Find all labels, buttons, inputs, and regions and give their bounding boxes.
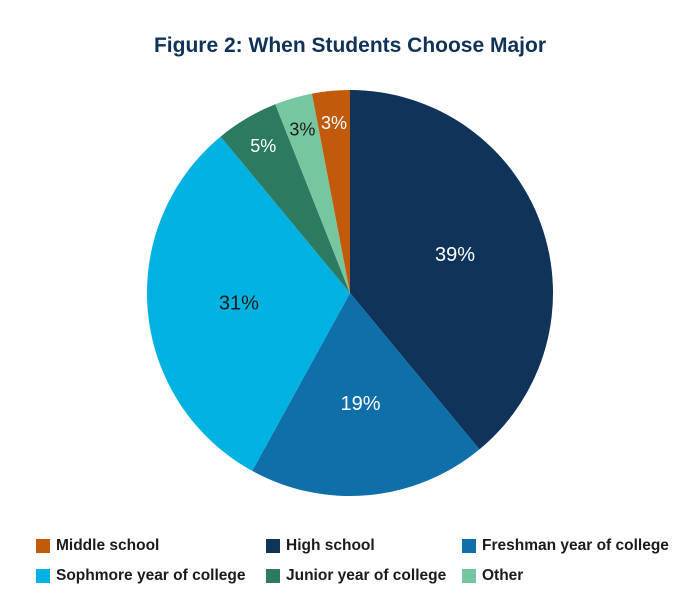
pie-label-sophmore-year-of-college: 31%	[219, 293, 259, 315]
legend-item-freshman: Freshman year of college	[462, 536, 669, 556]
legend-label-other: Other	[482, 567, 524, 584]
legend-swatch-middle-school	[36, 539, 50, 553]
legend-swatch-high-school	[266, 539, 280, 553]
pie-slice-other	[275, 93, 350, 293]
pie-label-high-school: 39%	[435, 244, 475, 266]
legend-item-sophmore: Sophmore year of college	[36, 566, 246, 586]
legend-swatch-freshman	[462, 539, 476, 553]
legend-label-junior: Junior year of college	[286, 567, 447, 584]
pie-label-other: 3%	[289, 119, 315, 139]
legend-label-sophmore: Sophmore year of college	[56, 567, 246, 584]
pie-slice-junior-year-of-college	[220, 104, 350, 293]
legend-item-high-school: High school	[266, 536, 375, 556]
pie-label-junior-year-of-college: 5%	[250, 136, 276, 156]
pie-slice-high-school	[350, 90, 553, 450]
pie-slice-sophmore-year-of-college	[147, 136, 350, 471]
legend-label-high-school: High school	[286, 537, 375, 554]
legend-label-freshman: Freshman year of college	[482, 537, 669, 554]
pie-slice-freshman-year-of-college	[252, 293, 480, 496]
legend-swatch-junior	[266, 569, 280, 583]
legend-item-junior: Junior year of college	[266, 566, 446, 586]
legend-swatch-other	[462, 569, 476, 583]
pie-label-freshman-year-of-college: 19%	[340, 393, 380, 415]
legend-item-other: Other	[462, 566, 523, 586]
legend-item-middle-school: Middle school	[36, 536, 159, 556]
legend-swatch-sophmore	[36, 569, 50, 583]
pie-label-middle-school: 3%	[321, 113, 347, 133]
chart-title: Figure 2: When Students Choose Major	[153, 34, 547, 57]
legend-label-middle-school: Middle school	[56, 537, 160, 554]
pie-slice-middle-school	[311, 90, 350, 293]
